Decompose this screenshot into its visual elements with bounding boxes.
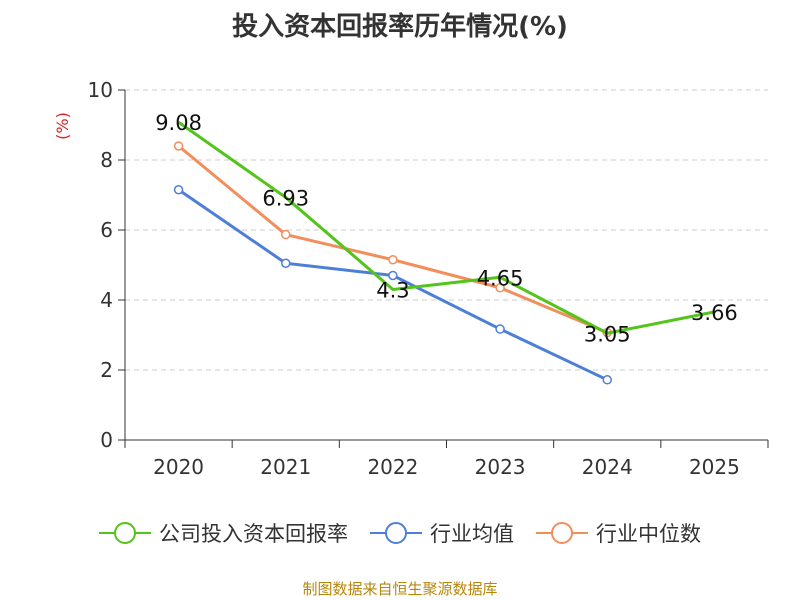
legend-dot [385, 522, 407, 544]
legend-marker-icon [370, 522, 422, 544]
data-label: 6.93 [262, 186, 309, 210]
data-point [281, 229, 291, 240]
legend: 公司投入资本回报率 行业均值 行业中位数 [0, 518, 800, 548]
legend-marker-icon [99, 522, 151, 544]
legend-dot [114, 522, 136, 544]
x-tick-label: 2024 [582, 455, 633, 479]
data-label: 4.3 [376, 279, 409, 303]
data-point [495, 324, 505, 334]
y-tick-label: 4 [100, 288, 113, 312]
x-tick-label: 2023 [475, 455, 526, 479]
legend-item-company[interactable]: 公司投入资本回报率 [99, 518, 348, 548]
legend-dot [551, 522, 573, 544]
data-point [388, 255, 398, 265]
x-tick-label: 2025 [689, 455, 740, 479]
legend-item-industry-median[interactable]: 行业中位数 [536, 518, 701, 548]
legend-label-industry-median: 行业中位数 [596, 522, 701, 546]
y-tick-label: 0 [100, 428, 113, 452]
y-tick-label: 10 [88, 78, 113, 102]
legend-label-company: 公司投入资本回报率 [159, 522, 348, 546]
x-tick-label: 2021 [260, 455, 311, 479]
data-label: 3.66 [691, 301, 738, 325]
data-point [602, 375, 612, 385]
y-axis-unit-label: (%) [53, 112, 72, 140]
legend-marker-icon [536, 522, 588, 544]
data-point [173, 185, 184, 195]
series-line [177, 120, 715, 335]
y-tick-label: 2 [100, 358, 113, 382]
legend-label-industry-average: 行业均值 [430, 522, 514, 546]
series-line [177, 144, 608, 334]
chart-title: 投入资本回报率历年情况(%) [232, 12, 568, 42]
data-point [495, 283, 505, 293]
data-point [281, 258, 291, 268]
data-point [173, 141, 184, 151]
data-label: 9.08 [155, 111, 202, 135]
y-tick-label: 6 [100, 218, 113, 242]
data-source-note: 制图数据来自恒生聚源数据库 [302, 580, 498, 598]
data-label: 3.05 [584, 322, 631, 346]
data-point [388, 270, 398, 281]
x-tick-label: 2020 [153, 455, 204, 479]
y-tick-label: 8 [100, 148, 113, 172]
legend-item-industry-average[interactable]: 行业均值 [370, 518, 514, 548]
x-tick-label: 2022 [367, 455, 418, 479]
data-label: 4.65 [477, 266, 524, 290]
